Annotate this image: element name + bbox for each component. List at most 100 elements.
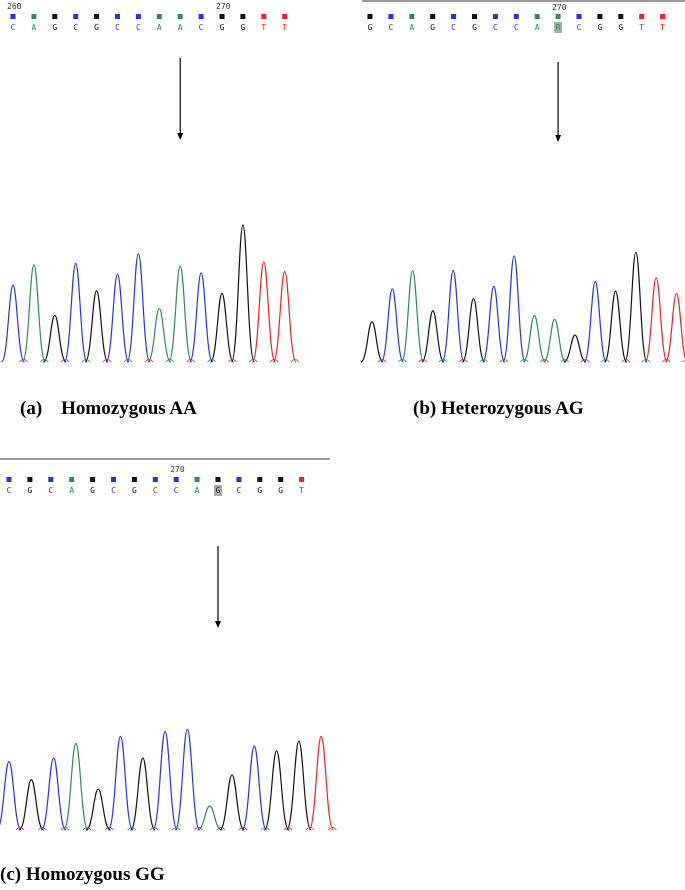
trace-peak — [18, 778, 45, 831]
trace-noise — [38, 827, 47, 831]
base-call-marker — [115, 14, 120, 19]
trace-peak — [380, 288, 405, 363]
trace-noise — [186, 359, 195, 363]
trace-peak — [209, 292, 235, 363]
chromatogram-c: 270 C G C A G C G C C A G C G G T — [0, 458, 337, 831]
trace-peak — [421, 310, 445, 363]
snp-arrow-head — [177, 133, 184, 140]
base-letter: C — [577, 23, 582, 32]
chromatogram-panel-b: 270 G C A G C G C C A R C G G T T — [360, 0, 685, 370]
trace-peak — [0, 760, 22, 831]
base-call-marker — [492, 14, 498, 19]
trace-peak — [542, 318, 567, 363]
chromatogram-b: 270 G C A G C G C C A R C G G T T — [360, 0, 685, 363]
base-call-marker — [240, 14, 246, 19]
base-letter: C — [73, 23, 78, 32]
base-letter: G — [430, 23, 435, 32]
base-call-marker — [409, 14, 415, 19]
trace-noise — [149, 827, 159, 831]
chromatogram-panel-a: 260 270 C A G C G C C A A C G G T T — [0, 0, 300, 370]
base-letter: G — [216, 486, 221, 495]
base-call-marker — [31, 14, 37, 19]
base-letter: G — [220, 23, 225, 32]
trace-peak — [502, 255, 526, 363]
trace-noise — [144, 359, 154, 363]
position-tick-label: 270 — [216, 2, 231, 11]
base-letter: G — [52, 23, 57, 32]
trace-peak — [21, 264, 46, 363]
base-letter: A — [409, 23, 414, 32]
trace-peak — [40, 757, 67, 831]
base-call-marker — [236, 477, 242, 482]
snp-arrow-head — [215, 621, 221, 628]
base-letter: C — [11, 23, 16, 32]
base-letter: G — [278, 486, 283, 495]
trace-peak — [107, 735, 134, 831]
base-call-marker — [69, 477, 75, 482]
trace-noise — [81, 359, 91, 363]
trace-peak — [624, 251, 648, 363]
base-call-marker — [534, 14, 540, 19]
base-letter: C — [111, 486, 116, 495]
base-call-marker — [152, 477, 158, 482]
trace-peak — [286, 740, 312, 831]
trace-peak — [251, 261, 276, 363]
trace-noise — [216, 827, 226, 831]
trace-noise — [60, 827, 70, 831]
trace-noise — [580, 359, 590, 363]
base-letter: C — [48, 486, 53, 495]
base-letter: R — [556, 23, 561, 32]
trace-peak — [63, 262, 88, 363]
base-call-marker — [131, 477, 137, 482]
trace-noise — [479, 359, 488, 363]
trace-peak — [105, 273, 130, 363]
trace-noise — [377, 359, 387, 363]
trace-peak — [219, 774, 245, 831]
highlighted-base-box — [554, 22, 563, 33]
base-call-marker — [472, 14, 477, 19]
base-letter: T — [660, 23, 665, 32]
trace-noise — [194, 827, 203, 831]
trace-noise — [207, 359, 216, 363]
base-letter: C — [174, 486, 179, 495]
highlighted-base-box — [214, 485, 222, 496]
trace-peak — [664, 293, 685, 363]
base-call-marker — [10, 14, 16, 19]
base-letter: C — [493, 23, 498, 32]
trace-peak — [174, 728, 201, 831]
trace-noise — [102, 359, 112, 363]
base-letter: C — [7, 486, 12, 495]
trace-peak — [308, 735, 335, 831]
trace-peak — [126, 253, 151, 363]
base-call-marker — [94, 14, 100, 19]
trace-peak — [168, 265, 193, 363]
trace-peak — [272, 270, 297, 363]
trace-noise — [171, 827, 181, 831]
base-call-marker — [173, 477, 179, 482]
base-letter: A — [178, 23, 183, 32]
base-call-marker — [388, 14, 394, 19]
trace-noise — [123, 359, 133, 363]
trace-peak — [583, 280, 608, 363]
base-letter: T — [261, 23, 266, 32]
trace-peak — [241, 745, 268, 831]
trace-peak — [230, 224, 255, 363]
trace-noise — [621, 359, 631, 363]
base-call-marker — [576, 14, 582, 19]
trace-noise — [459, 359, 468, 363]
trace-noise — [15, 827, 25, 831]
base-call-marker — [261, 14, 267, 19]
trace-peak — [63, 742, 89, 831]
trace-peak — [189, 272, 214, 363]
base-letter: T — [299, 486, 304, 495]
trace-noise — [641, 359, 651, 363]
trace-noise — [269, 359, 279, 363]
trace-noise — [499, 359, 509, 363]
trace-noise — [662, 359, 671, 363]
trace-peak — [147, 307, 172, 363]
base-letter: G — [618, 23, 623, 32]
base-letter: G — [240, 23, 245, 32]
position-tick-label: 260 — [7, 2, 22, 11]
trace-peak — [603, 290, 628, 363]
base-call-marker — [135, 14, 141, 19]
